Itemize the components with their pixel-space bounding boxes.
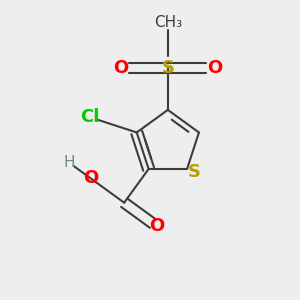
Text: CH₃: CH₃ <box>154 15 182 30</box>
Text: H: H <box>63 155 75 170</box>
Text: O: O <box>207 59 222 77</box>
Text: O: O <box>113 59 129 77</box>
Text: O: O <box>83 169 98 187</box>
Text: O: O <box>149 217 164 235</box>
Text: S: S <box>161 59 174 77</box>
Text: S: S <box>188 163 201 181</box>
Text: Cl: Cl <box>80 108 99 126</box>
